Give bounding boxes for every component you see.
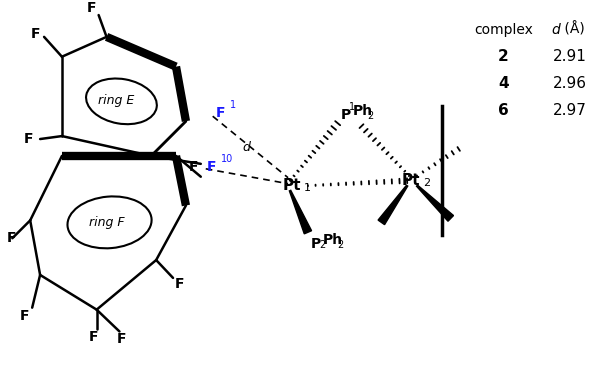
Text: 2: 2: [338, 240, 344, 250]
Text: 2: 2: [423, 178, 430, 187]
Text: ring E: ring E: [99, 94, 134, 107]
Text: F: F: [207, 160, 217, 174]
Text: F: F: [23, 132, 33, 146]
Text: 2.96: 2.96: [553, 76, 587, 91]
Text: 1: 1: [230, 100, 236, 110]
Text: F: F: [30, 27, 40, 41]
Text: 2: 2: [319, 240, 325, 250]
Text: P: P: [341, 108, 351, 122]
Text: P: P: [311, 237, 321, 251]
Text: F: F: [87, 1, 97, 15]
Text: ring F: ring F: [89, 216, 124, 229]
Text: d: d: [242, 142, 250, 154]
Text: F: F: [175, 277, 184, 291]
Polygon shape: [378, 185, 408, 224]
Text: F: F: [7, 231, 16, 245]
Text: Pt: Pt: [283, 178, 301, 193]
Text: Ph: Ph: [353, 104, 373, 118]
Text: 2.91: 2.91: [553, 49, 587, 64]
Text: $d$: $d$: [551, 22, 562, 37]
Text: F: F: [189, 160, 199, 174]
Text: Pt: Pt: [402, 173, 420, 188]
Text: complex: complex: [474, 23, 533, 37]
Text: 1: 1: [349, 102, 355, 112]
Text: (Å): (Å): [560, 23, 584, 37]
Text: Ph: Ph: [323, 233, 343, 247]
Text: F: F: [116, 333, 126, 347]
Text: 2: 2: [367, 111, 374, 121]
Text: F: F: [20, 308, 29, 322]
Text: F: F: [89, 330, 99, 344]
Polygon shape: [417, 185, 454, 221]
Text: 4: 4: [498, 76, 509, 91]
Text: 1: 1: [304, 182, 311, 193]
Text: 10: 10: [221, 154, 233, 164]
Text: 6: 6: [498, 103, 509, 118]
Text: 2: 2: [498, 49, 509, 64]
Polygon shape: [290, 190, 312, 234]
Text: 2.97: 2.97: [553, 103, 587, 118]
Text: F: F: [216, 106, 226, 120]
